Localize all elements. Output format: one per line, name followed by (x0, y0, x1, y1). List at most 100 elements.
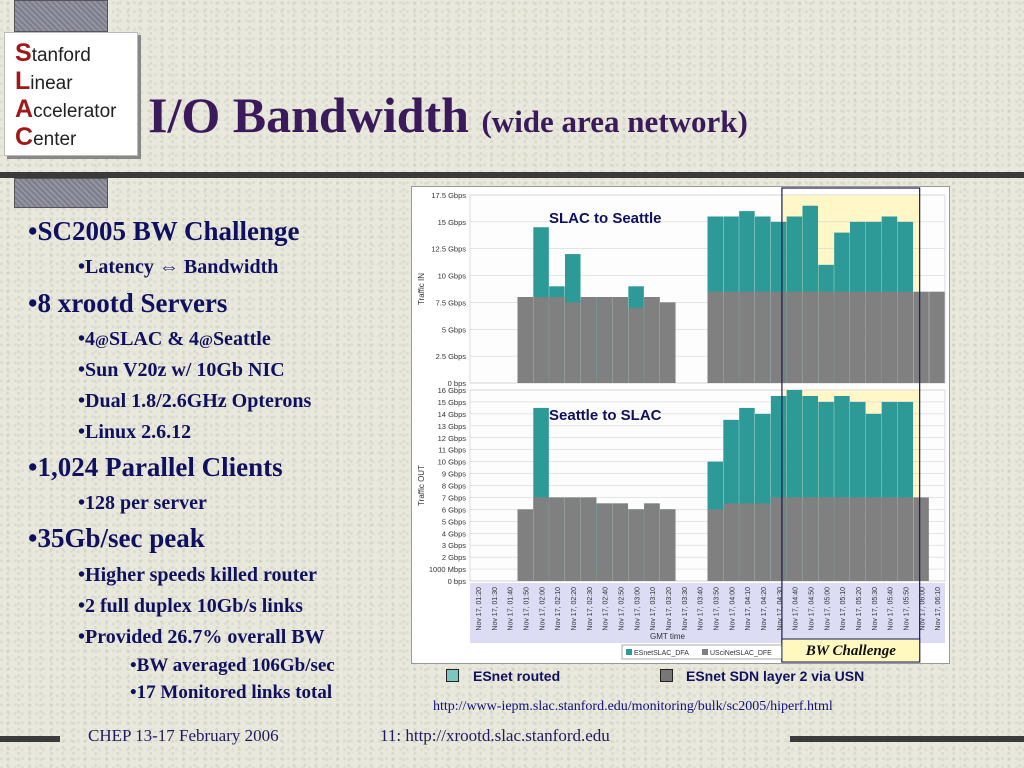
slac-logo: Stanford Linear Accelerator Center (4, 32, 138, 156)
x-tick-label: Nov 17, 04:00 (729, 587, 736, 631)
bullet-latency: •Latency ⇔ Bandwidth (78, 256, 279, 278)
x-tick-label: Nov 17, 05:00 (824, 587, 831, 631)
x-tick-label: Nov 17, 03:40 (698, 587, 705, 631)
inner-legend-label: USciNetSLAC_DFE (710, 650, 772, 657)
x-tick-label: Nov 17, 05:20 (856, 587, 863, 631)
legend-swatch-routed (446, 669, 459, 682)
sdn-bar (549, 497, 565, 581)
legend-swatch-sdn (660, 669, 673, 682)
sdn-bar (644, 503, 660, 581)
sdn-bar (834, 291, 850, 383)
y-tick-label: 3 Gbps (442, 541, 466, 550)
sdn-bar (723, 503, 739, 581)
sdn-bar (897, 291, 914, 383)
x-tick-label: Nov 17, 04:50 (808, 587, 815, 631)
y-tick-label: 15 Gbps (438, 398, 467, 407)
y-tick-label: 5 Gbps (442, 325, 466, 334)
x-tick-label: Nov 17, 04:30 (777, 587, 784, 631)
bullet-opterons: •Dual 1.8/2.6GHz Opterons (78, 390, 312, 412)
bullet-servers: •8 xrootd Servers (28, 288, 228, 318)
x-tick-label: Nov 17, 03:20 (666, 587, 673, 631)
bullet-duplex: •2 full duplex 10Gb/s links (78, 595, 303, 617)
sdn-bar (628, 509, 644, 581)
sdn-bar (913, 497, 929, 581)
x-tick-label: Nov 17, 06:10 (935, 587, 942, 631)
bullet-router: •Higher speeds killed router (78, 564, 318, 586)
x-tick-label: Nov 17, 05:30 (872, 587, 879, 631)
sdn-bar (596, 503, 613, 581)
x-tick-label: Nov 17, 01:20 (476, 587, 483, 631)
bullet-monitored-links: •17 Monitored links total (130, 682, 333, 703)
chart-svg: 0 bps 2.5 Gbps 5 Gbps 7.5 Gbps 10 Gbps 12.5 G… (417, 187, 946, 663)
logo-line-linear: Linear (15, 67, 73, 95)
legend-label-sdn: ESnet SDN layer 2 via USN (686, 668, 865, 684)
sdn-bar (929, 291, 945, 383)
bullet-slac-seattle: •4@SLAC & 4@Seattle (78, 328, 271, 350)
source-url[interactable]: http://www-iepm.slac.stanford.edu/monito… (433, 699, 833, 714)
y-tick-label: 4 Gbps (442, 529, 466, 538)
x-tick-label: Nov 17, 05:50 (903, 587, 910, 631)
x-tick-label: Nov 17, 06:00 (919, 587, 926, 631)
x-tick-label: Nov 17, 03:00 (634, 587, 641, 631)
sdn-bar (565, 302, 581, 383)
sdn-bar (707, 509, 724, 581)
sdn-bar (818, 291, 834, 383)
sdn-bar (565, 497, 581, 581)
bottom-left-bar (0, 736, 60, 742)
x-tick-label: Nov 17, 04:40 (793, 587, 800, 631)
title-main: I/O Bandwidth (148, 87, 469, 143)
sdn-bar (533, 497, 549, 581)
sdn-bar (580, 297, 597, 383)
sdn-bar (786, 291, 803, 383)
inner-legend-label: ESnetSLAC_DFA (634, 650, 689, 657)
sdn-bar (755, 291, 771, 383)
sdn-bar (723, 291, 739, 383)
y-tick-label: 0 bps (448, 577, 467, 586)
y-tick-label: 14 Gbps (438, 410, 467, 419)
y-tick-label: 2.5 Gbps (436, 352, 467, 361)
bullet-peak: •35Gb/sec peak (28, 523, 205, 553)
x-tick-label: Nov 17, 04:20 (761, 587, 768, 631)
sdn-bar (770, 291, 787, 383)
panel-title-1: SLAC to Seattle (549, 210, 662, 227)
y-tick-label: 0 bps (448, 379, 467, 388)
x-tick-label: Nov 17, 05:10 (840, 587, 847, 631)
x-tick-label: Nov 17, 02:00 (539, 587, 546, 631)
sdn-bar (755, 503, 771, 581)
sdn-bar (802, 497, 819, 581)
y-tick-label: 9 Gbps (442, 470, 466, 479)
y-tick-label: 15 Gbps (438, 218, 467, 227)
inner-legend-swatch (626, 649, 632, 655)
x-tick-label: Nov 17, 05:40 (888, 587, 895, 631)
sdn-bar (612, 503, 629, 581)
sdn-bar (913, 291, 929, 383)
y-tick-label: 10 Gbps (438, 458, 467, 467)
y-tick-label: 12.5 Gbps (431, 245, 466, 254)
double-arrow-icon: ⇔ (158, 256, 179, 278)
logo-line-stanford: Stanford (15, 39, 91, 67)
x-tick-label: Nov 17, 02:50 (618, 587, 625, 631)
sdn-bar (707, 291, 724, 383)
y-tick-label: 13 Gbps (438, 422, 467, 431)
bullet-bw-averaged: •BW averaged 106Gb/sec (130, 655, 335, 676)
x-tick-label: Nov 17, 04:10 (745, 587, 752, 631)
sdn-bar (660, 302, 676, 383)
sdn-bar (802, 291, 819, 383)
x-tick-label: Nov 17, 03:50 (713, 587, 720, 631)
y-axis-label: Traffic IN (417, 273, 426, 305)
sdn-bar (770, 497, 787, 581)
y-tick-label: 17.5 Gbps (431, 191, 466, 200)
sdn-bar (533, 297, 549, 383)
sdn-bar (596, 297, 613, 383)
bullet-bw-challenge: •SC2005 BW Challenge (28, 216, 300, 246)
inner-legend-swatch (702, 649, 708, 655)
sdn-bar (865, 291, 882, 383)
sdn-bar (834, 497, 850, 581)
bullet-per-server: •128 per server (78, 492, 207, 514)
sdn-bar (517, 509, 534, 581)
x-tick-label: Nov 17, 02:30 (587, 587, 594, 631)
slide-title: I/O Bandwidth (wide area network) (148, 86, 748, 144)
y-tick-label: 1000 Mbps (429, 565, 466, 574)
title-subtitle: (wide area network) (481, 104, 748, 139)
sdn-bar (549, 297, 565, 383)
